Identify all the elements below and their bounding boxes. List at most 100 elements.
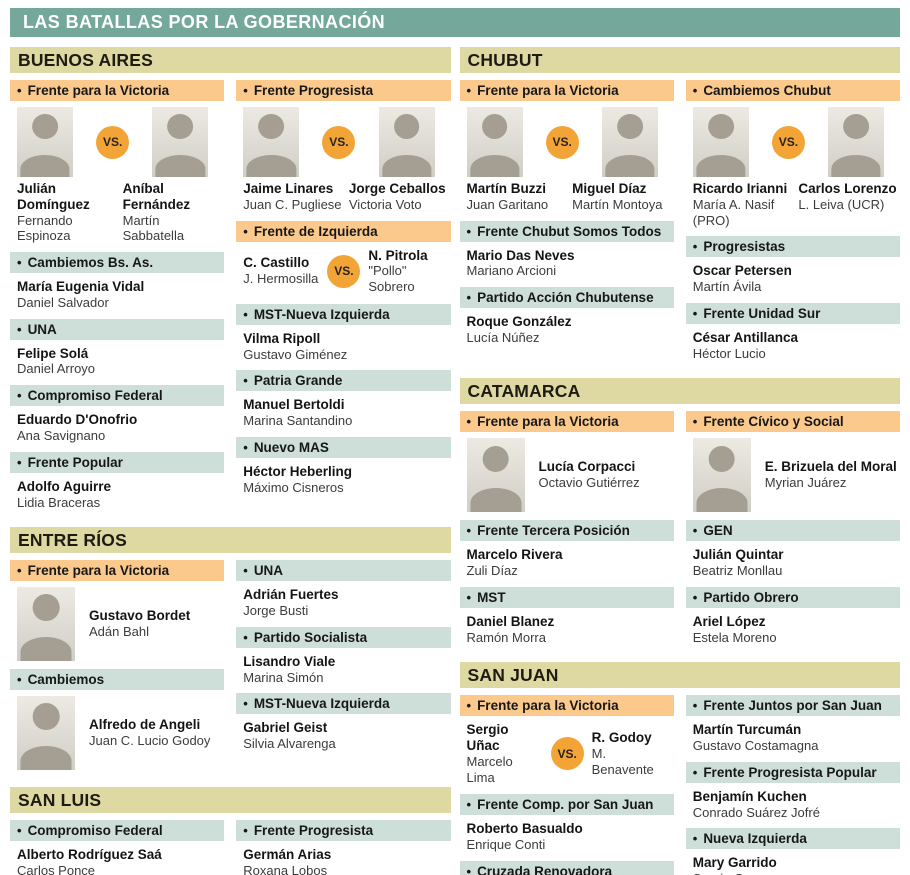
running-mate-name: Carlos Ponce <box>17 863 96 875</box>
running-mate-name: Marcelo Lima <box>466 754 513 785</box>
candidate-name: Julián Domínguez <box>17 181 90 212</box>
candidate: Daniel Blanez Ramón Morra <box>460 614 674 646</box>
party-name: Nueva Izquierda <box>703 831 807 847</box>
section-title-entre-rios: ENTRE RÍOS <box>10 527 451 554</box>
bullet-icon: • <box>466 414 472 430</box>
running-mate-name: Máximo Cisneros <box>243 479 344 495</box>
party-block-partido-socialista-er: • Partido Socialista Lisandro Viale Marin… <box>236 626 451 686</box>
candidate-name: Oscar Petersen <box>692 263 792 279</box>
party-block-nueva-izquierda-sj: • Nueva Izquierda Mary Garrido Sergio Cam… <box>685 828 900 875</box>
party-header: • Frente Unidad Sur <box>685 302 900 324</box>
party-name: Frente de Izquierda <box>253 223 378 239</box>
candidate: Lucía Corpacci Octavio Gutiérrez <box>539 459 640 491</box>
candidate: Adolfo Aguirre Lidia Braceras <box>10 479 224 511</box>
party-header: • Patria Grande <box>236 370 451 392</box>
chubut-col2: • Cambiemos Chubut VS. Ricardo Irianni M <box>685 80 900 369</box>
party-name: Partido Acción Chubutense <box>477 290 654 306</box>
infographic-title: LAS BATALLAS POR LA GOBERNACIÓN <box>10 8 900 37</box>
party-block-nuevo-mas-ba: • Nuevo MAS Héctor Heberling Máximo Cisne… <box>236 436 451 496</box>
running-mate-name: Sergio Campos <box>693 871 900 875</box>
buenos-aires-col2: • Frente Progresista VS. Jaime Linares J <box>236 80 451 503</box>
bullet-icon: • <box>243 373 248 389</box>
party-block-frente-unidad-sur-ch: • Frente Unidad Sur César Antillanca Héct… <box>685 302 900 362</box>
bullet-icon: • <box>17 255 22 271</box>
party-header: • Compromiso Federal <box>10 385 225 407</box>
party-block-fpv-ba: • Frente para la Victoria VS. Julián Domí… <box>10 80 225 244</box>
candidate-name: Lisandro Viale <box>243 653 336 669</box>
party-header: • Nuevo MAS <box>236 436 451 458</box>
candidate-name: Mario Das Neves <box>466 247 575 263</box>
bullet-icon: • <box>17 454 22 470</box>
vs-badge: VS. <box>322 125 356 159</box>
left-half: BUENOS AIRES • Frente para la Victoria VS… <box>10 47 451 875</box>
running-mate-name: Juan C. Pugliese <box>243 196 342 212</box>
candidate: Jaime Linares Juan C. Pugliese <box>236 181 345 213</box>
party-block-partido-accion-chubutense: • Partido Acción Chubutense Roque Gonzále… <box>459 287 674 346</box>
candidate: Héctor Heberling Máximo Cisneros <box>236 464 450 496</box>
candidate-photo-left <box>692 107 749 177</box>
buenos-aires-col1: • Frente para la Victoria VS. Julián Domí… <box>10 80 225 518</box>
party-block-frente-juntos-por-san-juan: • Frente Juntos por San Juan Martín Turcu… <box>685 695 900 754</box>
party-name: UNA <box>253 563 284 579</box>
bullet-icon: • <box>243 696 248 712</box>
party-header: • Frente Progresista <box>236 820 451 842</box>
party-name: Frente Progresista Popular <box>703 764 877 780</box>
candidate-name: Héctor Heberling <box>243 463 353 479</box>
party-header: • Frente para la Victoria <box>459 695 674 717</box>
candidate: Sergio Uñac Marcelo Lima <box>467 722 543 785</box>
party-block-cruzada-renovadora-sj: •Cruzada Renovadora Alfredo Nollens Carl… <box>459 860 674 875</box>
candidate-name: R. Godoy <box>591 730 652 746</box>
candidate: R. Godoy M. Benavente <box>592 730 668 777</box>
party-header: • GEN <box>685 520 900 542</box>
party-block-fpv-ch: • Frente para la Victoria VS. Martín Buzz… <box>459 80 674 213</box>
candidate-name: Alberto Rodríguez Saá <box>17 847 162 863</box>
bullet-icon: • <box>692 305 698 321</box>
candidate: María Eugenia Vidal Daniel Salvador <box>10 279 224 311</box>
candidate-photo-right <box>378 107 435 177</box>
party-block-mst-nueva-izquierda-ba: • MST-Nueva Izquierda Vilma Ripoll Gustav… <box>236 303 451 363</box>
running-mate-name: Zuli Díaz <box>466 563 518 579</box>
candidate-name: Gabriel Geist <box>243 720 328 736</box>
section-title-chubut: CHUBUT <box>459 47 900 73</box>
candidate: C. Castillo J. Hermosilla <box>243 255 319 287</box>
section-title-san-luis: SAN LUIS <box>10 787 451 814</box>
candidate: Miguel Díaz Martín Montoya <box>568 181 674 213</box>
running-mate-name: Ramón Morra <box>466 629 546 645</box>
catamarca-col1: • Frente para la Victoria Lucía Corpacci … <box>459 411 674 653</box>
party-header: • Cruzada Renovadora <box>459 860 674 875</box>
candidate-name: N. Pitrola <box>368 247 428 263</box>
party-name: Frente para la Victoria <box>477 83 619 98</box>
san-juan-col2: • Frente Juntos por San Juan Martín Turcu… <box>685 695 900 875</box>
san-juan-col1: • Frente para la Victoria Sergio Uñac Mar… <box>459 695 674 875</box>
party-header: • Frente Comp. por San Juan <box>459 794 674 816</box>
duel-block: VS. Julián Domínguez Fernando Espinoza A… <box>10 107 224 244</box>
running-mate-name: Héctor Lucio <box>692 345 766 361</box>
party-header: • MST-Nueva Izquierda <box>236 693 451 715</box>
bullet-icon: • <box>17 563 22 579</box>
party-name: Cruzada Renovadora <box>477 863 613 875</box>
duel-text-block: C. Castillo J. Hermosilla VS. N. Pitrola… <box>236 248 450 295</box>
bullet-icon: • <box>243 439 248 455</box>
bullet-icon: • <box>243 306 248 322</box>
bullet-icon: • <box>692 523 698 539</box>
party-header: • Frente Chubut Somos Todos <box>459 220 674 242</box>
party-block-compromiso-federal-ba: • Compromiso Federal Eduardo D'Onofrio An… <box>10 385 225 444</box>
candidate: César Antillanca Héctor Lucio <box>686 330 900 362</box>
party-header: • Frente para la Victoria <box>459 80 674 101</box>
party-block-chubut-somos-todos: • Frente Chubut Somos Todos Mario Das Nev… <box>459 220 674 280</box>
candidate-name: Ariel López <box>692 613 766 629</box>
running-mate-name: Daniel Arroyo <box>17 361 96 377</box>
candidate-name: Vilma Ripoll <box>243 330 321 346</box>
running-mate-name: Ana Savignano <box>17 427 106 443</box>
party-name: Frente Chubut Somos Todos <box>477 223 662 239</box>
party-block-cambiemos-er: • Cambiemos Alfredo de Angeli Juan C. Luc… <box>10 669 225 771</box>
section-title-san-juan: SAN JUAN <box>459 662 900 689</box>
bullet-icon: • <box>243 629 248 645</box>
bullet-icon: • <box>466 698 472 714</box>
duel-text-block: Sergio Uñac Marcelo Lima VS. R. Godoy M.… <box>460 722 674 785</box>
running-mate-name: Lucía Núñez <box>466 329 540 345</box>
party-header: • Frente de Izquierda <box>236 220 451 242</box>
candidate: Julián Quintar Beatriz Monllau <box>686 547 900 579</box>
candidate: Roberto Basualdo Enrique Conti <box>460 821 674 853</box>
bullet-icon: • <box>243 83 248 98</box>
